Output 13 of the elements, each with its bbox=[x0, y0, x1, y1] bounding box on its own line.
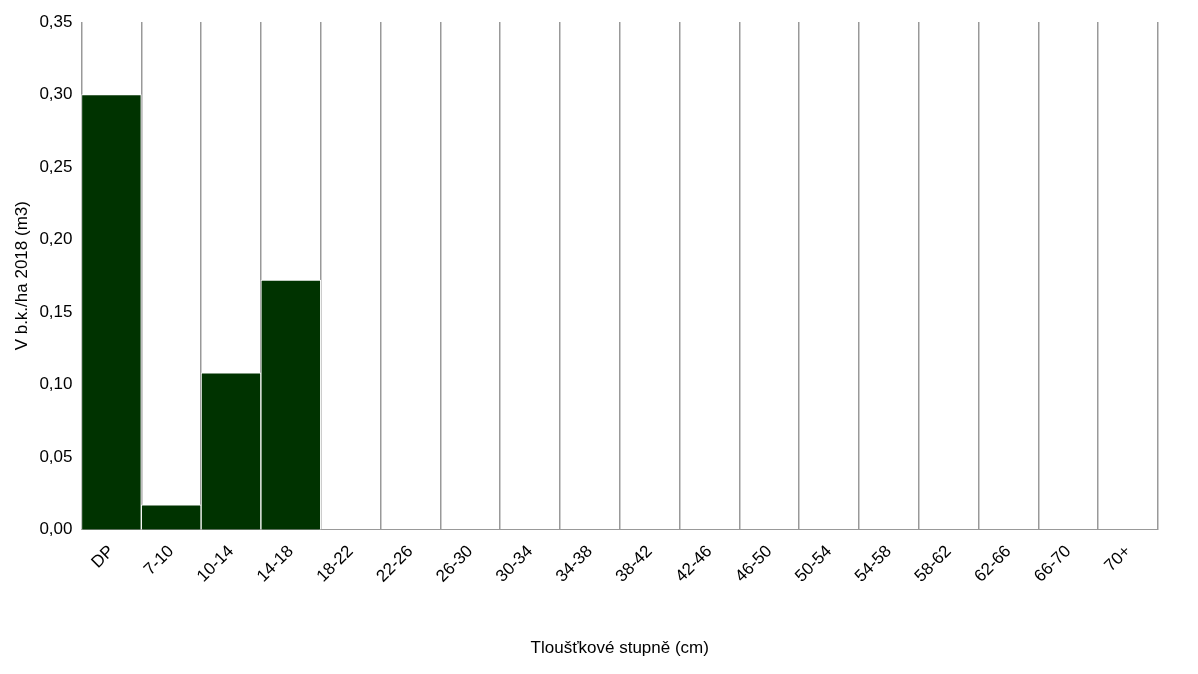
y-axis-title: V b.k./ha 2018 (m3) bbox=[11, 201, 31, 351]
x-tick-label: DP bbox=[87, 541, 118, 572]
y-tick-label: 0,30 bbox=[39, 84, 73, 104]
x-tick-label: 7-10 bbox=[139, 541, 178, 579]
y-tick-label: 0,05 bbox=[39, 446, 73, 466]
y-tick-label: 0,15 bbox=[39, 301, 73, 321]
y-tick-label: 0,00 bbox=[39, 519, 73, 539]
x-tick-label: 70+ bbox=[1100, 541, 1135, 576]
y-tick-label: 0,25 bbox=[39, 156, 73, 176]
y-tick-label: 0,10 bbox=[39, 374, 73, 394]
y-tick-label: 0,35 bbox=[39, 11, 73, 31]
y-tick-label: 0,20 bbox=[39, 229, 73, 249]
x-axis-title: Tloušťkové stupně (cm) bbox=[530, 638, 709, 658]
